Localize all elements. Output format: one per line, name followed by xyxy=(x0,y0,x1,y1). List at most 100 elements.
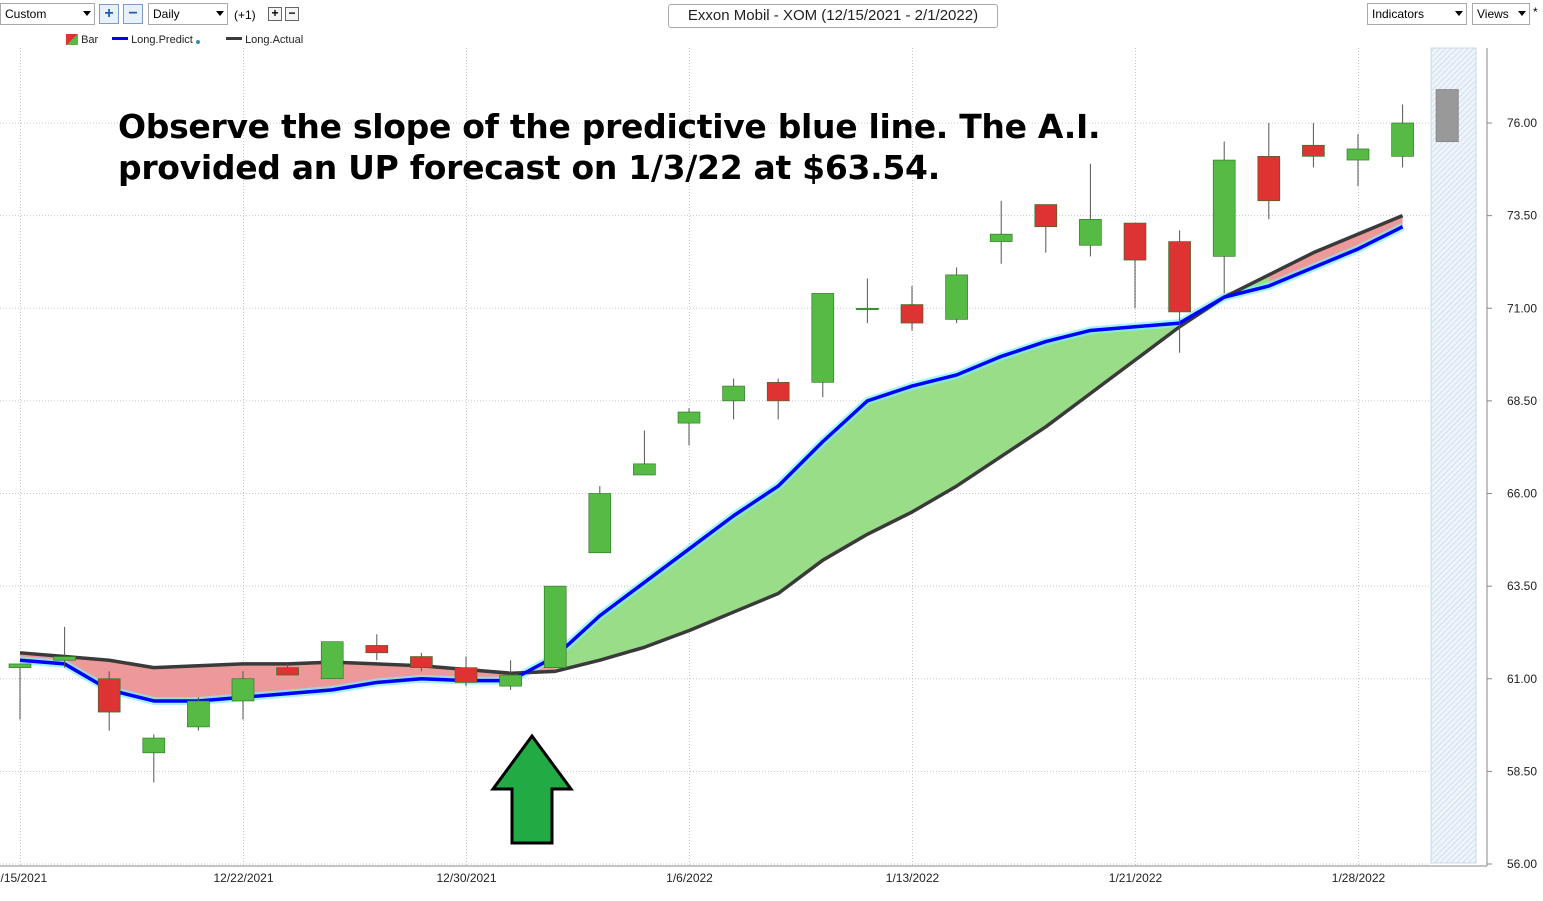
blue-line-icon xyxy=(112,37,128,40)
candle xyxy=(1346,134,1370,186)
legend-label: Long.Predict xyxy=(131,34,193,46)
candle-body xyxy=(1079,219,1102,246)
chevron-down-icon xyxy=(1518,11,1526,16)
candle-body xyxy=(97,678,121,713)
chart-grid xyxy=(0,48,1430,866)
candle-body xyxy=(1346,148,1370,161)
y-tick-label: 58.50 xyxy=(1507,764,1537,778)
candle xyxy=(811,293,835,398)
spread-fill xyxy=(20,215,1403,701)
candle xyxy=(53,626,76,668)
candle-body xyxy=(320,641,344,680)
candle-body xyxy=(499,674,522,687)
candle xyxy=(320,641,344,680)
chevron-down-icon xyxy=(1455,11,1463,16)
offset-decrease-button[interactable]: − xyxy=(285,7,299,21)
indicators-label: Indicators xyxy=(1372,7,1425,21)
future-zone xyxy=(1430,47,1477,864)
fill-down xyxy=(20,652,556,701)
candle xyxy=(231,671,255,720)
candle xyxy=(1435,89,1459,143)
candle xyxy=(1391,104,1414,168)
x-tick-label: 1/13/2022 xyxy=(886,871,940,885)
candle-body xyxy=(1257,156,1281,202)
legend-label: Bar xyxy=(81,34,99,46)
layout-dropdown[interactable]: Custom xyxy=(0,3,95,25)
candle-body xyxy=(633,463,656,476)
long-predict-line xyxy=(19,225,1404,703)
candle xyxy=(410,652,433,672)
up-arrow-icon xyxy=(490,733,574,845)
candle xyxy=(633,430,656,476)
info-dot-icon xyxy=(195,40,200,44)
candle xyxy=(677,408,701,446)
candle-body xyxy=(1034,204,1058,228)
candle xyxy=(722,378,745,420)
legend-item-bar[interactable]: Bar xyxy=(66,34,98,46)
candle-body xyxy=(945,274,968,320)
candle xyxy=(856,278,879,324)
candle xyxy=(499,660,522,690)
candle-body xyxy=(588,493,612,554)
candle-body xyxy=(1212,159,1236,257)
candlesticks xyxy=(8,89,1459,783)
y-tick-label: 68.50 xyxy=(1507,394,1537,408)
candle xyxy=(543,585,567,668)
period-dropdown-value: Daily xyxy=(153,7,180,21)
offset-increase-button[interactable]: + xyxy=(268,7,282,21)
candle-body xyxy=(900,304,924,324)
candle-body xyxy=(811,293,835,383)
candle xyxy=(142,734,166,783)
candle xyxy=(1302,123,1325,168)
add-layout-button[interactable]: + xyxy=(99,4,119,24)
y-tick-label: 73.50 xyxy=(1507,209,1537,223)
annotation-line-2: provided an UP forecast on 1/3/22 at $63… xyxy=(118,148,940,187)
chart-title[interactable]: Exxon Mobil - XOM (12/15/2021 - 2/1/2022… xyxy=(668,4,998,28)
y-tick-label: 63.50 xyxy=(1507,579,1537,593)
indicators-dropdown[interactable]: Indicators xyxy=(1367,3,1467,25)
predict-glow xyxy=(19,223,1405,705)
remove-layout-button[interactable]: − xyxy=(123,4,143,24)
candle-body xyxy=(53,656,76,661)
candle xyxy=(1212,141,1236,294)
series-lines xyxy=(19,214,1405,705)
candle-body xyxy=(1302,144,1325,157)
y-tick-label: 61.00 xyxy=(1507,672,1537,686)
annotation-line-1: Observe the slope of the predictive blue… xyxy=(118,107,1101,146)
candle xyxy=(1257,123,1281,220)
candle xyxy=(8,663,32,720)
chevron-down-icon xyxy=(83,11,91,16)
candle xyxy=(1123,222,1147,309)
candle xyxy=(1079,163,1102,257)
candle xyxy=(454,656,478,687)
x-tick-label: 1/6/2022 xyxy=(666,871,713,885)
candle xyxy=(945,267,968,324)
candle-body xyxy=(187,700,210,728)
views-dropdown[interactable]: Views xyxy=(1472,3,1530,25)
chart-annotation: Observe the slope of the predictive blue… xyxy=(118,106,1101,188)
candle-body xyxy=(454,667,478,683)
candle-body xyxy=(8,663,32,668)
candle xyxy=(1168,230,1191,353)
period-dropdown[interactable]: Daily xyxy=(148,3,228,25)
y-tick-label: 66.00 xyxy=(1507,487,1537,501)
candle xyxy=(97,671,121,731)
legend-item-long-predict[interactable]: Long.Predict xyxy=(112,34,200,46)
candle xyxy=(276,663,299,676)
candle-body xyxy=(856,307,879,311)
x-tick-label: 12/30/2021 xyxy=(436,871,496,885)
plus-icon: + xyxy=(104,5,114,22)
layout-dropdown-value: Custom xyxy=(5,7,47,21)
candle-body xyxy=(1435,89,1459,143)
candle xyxy=(989,200,1013,264)
chevron-down-icon xyxy=(216,11,224,16)
bar-swatch-icon xyxy=(66,34,78,45)
dark-line-icon xyxy=(226,37,242,40)
candle xyxy=(1034,204,1058,253)
minus-icon: − xyxy=(288,6,296,20)
x-tick-label: 2/15/2021 xyxy=(0,871,48,885)
candle-body xyxy=(1391,122,1414,157)
y-tick-label: 56.00 xyxy=(1507,857,1537,871)
legend-item-long-actual[interactable]: Long.Actual xyxy=(226,34,303,46)
